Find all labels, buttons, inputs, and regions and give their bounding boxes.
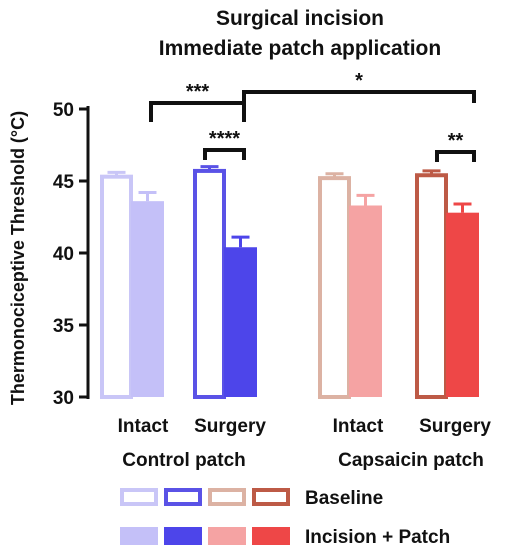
legend-swatch-incision-2 xyxy=(164,527,202,545)
y-tick-label-45: 45 xyxy=(53,172,75,193)
category-label-surgery-control: Surgery xyxy=(194,416,266,437)
bar-incision-intact-control xyxy=(131,201,164,397)
significance-label-three-star: *** xyxy=(186,81,210,103)
significance-bracket-two-star xyxy=(435,150,476,162)
bars xyxy=(100,165,479,399)
bar-baseline-intact-control xyxy=(100,174,133,399)
significance-bracket-three-star xyxy=(149,101,246,122)
significance-bracket-one-star xyxy=(242,90,476,103)
category-label-intact-control: Intact xyxy=(118,416,169,437)
significance-bracket-four-star xyxy=(203,148,246,160)
significance-label-two-star: ** xyxy=(448,130,464,152)
bar-incision-intact-capsaicin xyxy=(349,205,382,397)
y-tick-label-35: 35 xyxy=(53,316,75,337)
legend-label-incision: Incision + Patch xyxy=(305,527,450,548)
bar-baseline-intact-capsaicin xyxy=(318,176,351,399)
group-label-capsaicin: Capsaicin patch xyxy=(338,450,484,471)
legend-swatch-baseline-2 xyxy=(164,488,202,506)
y-axis-label: Thermonociceptive Threshold (°C) xyxy=(8,111,28,405)
bar-baseline-surgery-control xyxy=(193,168,226,399)
chart-title-line-1: Surgical incision xyxy=(216,7,384,30)
significance-label-one-star: * xyxy=(355,70,363,92)
legend-swatch-baseline-4 xyxy=(252,488,290,506)
legend-swatch-incision-3 xyxy=(208,527,246,545)
y-tick-label-30: 30 xyxy=(53,388,74,409)
group-label-control: Control patch xyxy=(122,450,246,471)
y-tick-label-40: 40 xyxy=(53,244,74,265)
legend-swatch-incision-1 xyxy=(120,527,158,545)
significance-brackets: ********** xyxy=(149,70,476,162)
y-tick-label-50: 50 xyxy=(53,100,74,121)
y-axis-ticks: 30 35 40 45 50 xyxy=(53,100,88,409)
legend xyxy=(120,488,290,545)
category-label-surgery-capsaicin: Surgery xyxy=(419,416,491,437)
bar-incision-surgery-control xyxy=(224,247,257,397)
category-label-intact-capsaicin: Intact xyxy=(333,416,384,437)
legend-swatch-baseline-3 xyxy=(208,488,246,506)
bar-baseline-surgery-capsaicin xyxy=(415,173,448,399)
significance-label-four-star: **** xyxy=(209,128,240,150)
legend-swatch-incision-4 xyxy=(252,527,290,545)
chart-title-line-2: Immediate patch application xyxy=(159,37,441,60)
bar-incision-surgery-capsaicin xyxy=(446,212,479,397)
legend-swatch-baseline-1 xyxy=(120,488,158,506)
legend-label-baseline: Baseline xyxy=(305,488,383,509)
